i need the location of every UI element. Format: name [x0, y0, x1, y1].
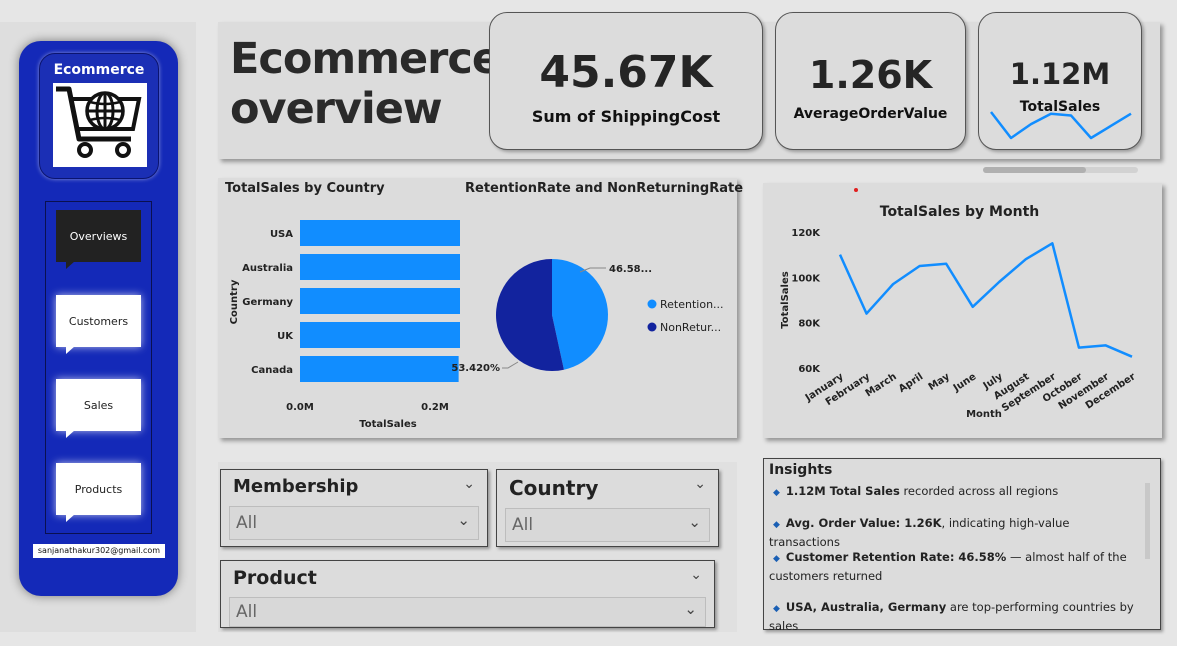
x-tick-label: June [951, 371, 979, 394]
dropdown-value: All [512, 515, 534, 535]
dropdown-value: All [236, 513, 258, 533]
insight-item: ◆ Customer Retention Rate: 46.58% — almos… [769, 550, 1127, 583]
y-tick-label: 60K [798, 364, 821, 375]
x-tick-label: 0.2M [421, 402, 449, 413]
bullet-icon: ◆ [773, 604, 780, 614]
red-dot-marker [854, 188, 858, 192]
bar-germany [300, 288, 460, 314]
membership-dropdown[interactable]: All ⌄ [229, 506, 479, 540]
nav-group: Overviews Customers Sales Products [45, 201, 152, 534]
legend-marker [647, 322, 657, 332]
email-label: sanjanathakur302@gmail.com [33, 544, 165, 558]
country-chart-title: TotalSales by Country [225, 181, 385, 196]
y-tick-label: 100K [791, 273, 821, 284]
insight-item: ◆ Avg. Order Value: 1.26K, indicating hig… [769, 516, 1070, 549]
x-axis-label: Month [966, 409, 1002, 420]
bar-category-label: UK [277, 331, 294, 342]
kpi-card-average-order-value[interactable]: 1.26K AverageOrderValue [775, 12, 966, 150]
bar-canada [300, 356, 459, 382]
logo-card: Ecommerce [39, 53, 159, 179]
x-tick-label: April [897, 371, 925, 395]
country-slicer[interactable]: Country ⌄ All ⌄ [496, 469, 719, 547]
x-axis-label: TotalSales [359, 419, 416, 430]
kpi-value: 45.67K [539, 47, 713, 98]
kpi-value: 1.26K [808, 53, 933, 97]
pie-data-label: 53.420% [451, 363, 500, 374]
kpi-label: Sum of ShippingCost [531, 107, 721, 126]
legend-label: Retention... [660, 298, 724, 311]
country-dropdown[interactable]: All ⌄ [505, 508, 710, 542]
nav-products-button[interactable]: Products [56, 463, 141, 522]
insight-item: ◆ USA, Australia, Germany are top-perform… [769, 600, 1134, 633]
y-axis-label: TotalSales [780, 271, 791, 328]
bar-uk [300, 322, 460, 348]
y-tick-label: 120K [791, 228, 821, 239]
pie-slice-nonreturning [496, 259, 564, 371]
bar-category-label: Canada [251, 365, 293, 376]
insight-item: ◆ 1.12M Total Sales recorded across all r… [773, 484, 1059, 498]
slicer-title: Product [233, 567, 317, 589]
pie-slice-retention [552, 259, 609, 370]
bar-category-label: Australia [242, 263, 293, 274]
month-chart-title: TotalSales by Month [879, 204, 1040, 220]
kpi-label: AverageOrderValue [793, 106, 948, 122]
bullet-icon: ◆ [773, 520, 780, 530]
nav-customers-button[interactable]: Customers [56, 295, 141, 354]
slicer-title: Membership [233, 476, 359, 497]
bar-usa [300, 220, 460, 246]
bar-australia [300, 254, 460, 280]
slicer-title: Country [509, 476, 599, 500]
insights-title: Insights [769, 462, 833, 478]
membership-slicer[interactable]: Membership ⌄ All ⌄ [220, 469, 488, 547]
bullet-icon: ◆ [773, 554, 780, 564]
nav-sales-button[interactable]: Sales [56, 379, 141, 438]
y-axis-label: Country [229, 279, 240, 324]
product-slicer[interactable]: Product ⌄ All ⌄ [220, 560, 715, 628]
legend-marker [647, 299, 657, 309]
chevron-down-icon[interactable]: ⌄ [690, 567, 702, 583]
sparkline-path [990, 111, 1132, 140]
month-chart-panel [763, 183, 1162, 438]
kpi-card-shipping-cost[interactable]: 45.67K Sum of ShippingCost [489, 12, 763, 150]
bar-category-label: USA [270, 229, 293, 240]
y-tick-label: 80K [798, 319, 821, 330]
chevron-down-icon[interactable]: ⌄ [463, 476, 475, 492]
bullet-icon: ◆ [773, 488, 780, 498]
pie-data-label: 46.58... [609, 264, 652, 275]
cart-globe-logo-icon [53, 83, 147, 167]
insights-scrollbar[interactable] [1145, 483, 1150, 559]
chevron-down-icon[interactable]: ⌄ [694, 476, 706, 492]
sidebar: Ecommerce Overviews Customers Sales Prod… [19, 41, 178, 596]
page-title-line1: Ecommerce [230, 34, 501, 84]
bar-category-label: Germany [242, 297, 293, 308]
legend-label: NonRetur... [660, 321, 721, 334]
page-title: Ecommerce overview [230, 34, 501, 134]
chevron-down-icon: ⌄ [684, 600, 697, 618]
dropdown-value: All [236, 602, 258, 622]
x-tick-label: May [927, 371, 953, 393]
insights-panel[interactable]: Insights ◆ 1.12M Total Sales recorded acr… [763, 458, 1161, 633]
x-tick-label: 0.0M [286, 402, 314, 413]
header-scrollbar-thumb[interactable] [983, 167, 1086, 173]
logo-title: Ecommerce [53, 62, 145, 78]
chevron-down-icon: ⌄ [688, 513, 701, 531]
retention-pie-chart: 46.58... 53.420% Retention... NonRetur... [451, 259, 724, 374]
sales-month-line [838, 242, 1133, 358]
nav-overviews-button[interactable]: Overviews [56, 210, 141, 269]
pie-leader-line [502, 361, 519, 369]
kpi-label: TotalSales [1019, 99, 1101, 115]
chevron-down-icon: ⌄ [457, 511, 470, 529]
kpi-value: 1.12M [1009, 57, 1111, 91]
country-bar-chart: USA Australia Germany UK Canada 0.0M 0.2M Total… [229, 220, 460, 430]
total-sales-sparkline [990, 111, 1132, 140]
page-title-line2: overview [230, 84, 443, 134]
kpi-card-total-sales[interactable]: 1.12M TotalSales [978, 12, 1142, 150]
pie-leader-line [579, 267, 606, 273]
pie-chart-title: RetentionRate and NonReturningRate [465, 181, 744, 196]
product-dropdown[interactable]: All ⌄ [229, 597, 706, 627]
